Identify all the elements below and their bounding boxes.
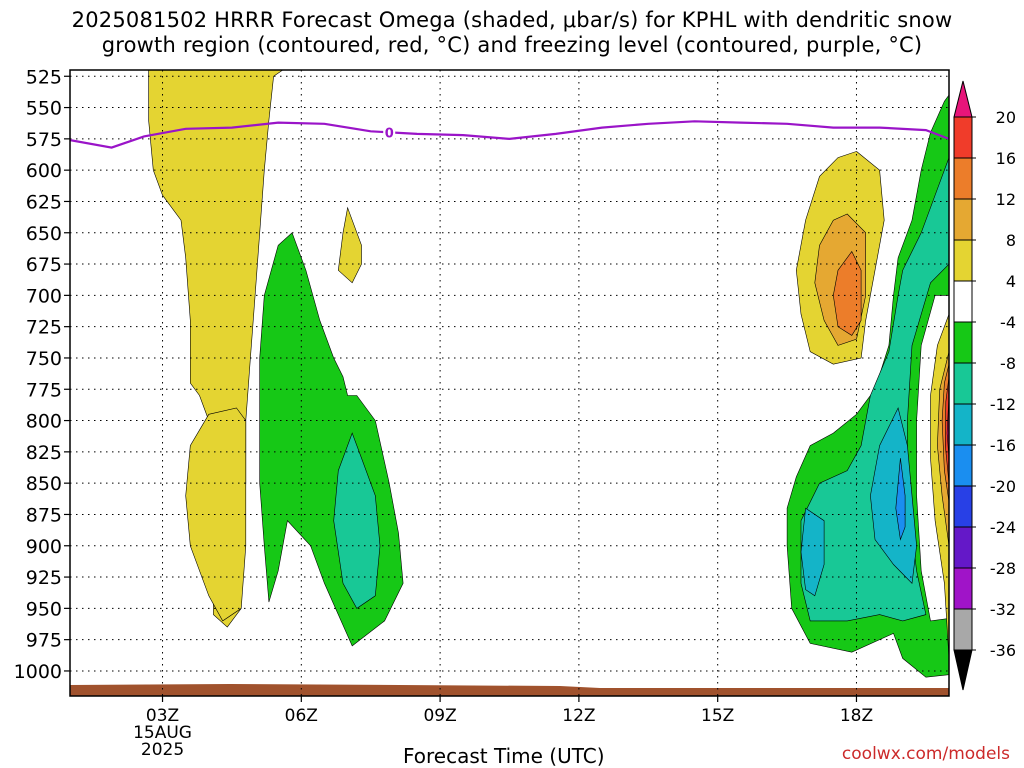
colorbar: 20 16 12 8 4 -4 -8 -12 -16 -20 -24 -28 -32 -36 (953, 80, 1016, 691)
colorbar-bin-5 (953, 280, 973, 323)
omega-region-4 (333, 432, 381, 609)
colorbar-bin-8 (953, 403, 973, 446)
x-axis-title: Forecast Time (UTC) (403, 744, 605, 768)
y-tick-label-975: 975 (26, 630, 62, 652)
colorbar-bin-4 (953, 239, 973, 282)
colorbar-label-6: -8 (1000, 354, 1016, 373)
x-tick-label-15Z: 15Z (701, 706, 734, 726)
y-tick-label-625: 625 (26, 191, 62, 213)
colorbar-bin-2 (953, 157, 973, 200)
y-tick-label-900: 900 (26, 536, 62, 558)
colorbar-label-8: -16 (990, 436, 1016, 455)
colorbar-label-1: 16 (996, 149, 1016, 168)
grid-layer (70, 70, 949, 696)
y-tick-label-650: 650 (26, 223, 62, 245)
colorbar-bin-9 (953, 444, 973, 487)
colorbar-label-9: -20 (990, 477, 1016, 496)
terrain-layer (70, 684, 949, 696)
omega-shading-layer (107, 70, 949, 678)
y-tick-label-600: 600 (26, 160, 62, 182)
colorbar-bin-13 (953, 608, 973, 651)
colorbar-label-0: 20 (996, 108, 1016, 127)
freezing-level-layer: 0 (70, 120, 949, 149)
colorbar-bottom-arrow (953, 649, 973, 691)
y-axis-pressure: 525 550 575 600 625 650 675 700 725 750 775 800 825 8… (14, 66, 70, 683)
colorbar-bin-10 (953, 485, 973, 528)
colorbar-label-4: 4 (1006, 272, 1016, 291)
y-tick-label-825: 825 (26, 442, 62, 464)
colorbar-bin-11 (953, 526, 973, 569)
chart-title-line-2: growth region (contoured, red, °C) and f… (101, 33, 923, 57)
y-tick-label-925: 925 (26, 567, 62, 589)
plot-frame (69, 69, 950, 697)
x-tick-label-18Z: 18Z (840, 706, 873, 726)
x-tick-year: 2025 (141, 740, 184, 760)
omega-region-1 (185, 407, 247, 622)
x-tick-label-06Z: 06Z (285, 706, 318, 726)
omega-region-7 (832, 250, 862, 336)
y-tick-label-750: 750 (26, 348, 62, 370)
x-tick-label-12Z: 12Z (562, 706, 595, 726)
y-tick-label-875: 875 (26, 504, 62, 526)
y-tick-label-950: 950 (26, 598, 62, 620)
y-tick-label-575: 575 (26, 129, 62, 151)
y-tick-label-550: 550 (26, 98, 62, 120)
terrain-strip (70, 684, 949, 696)
colorbar-bin-12 (953, 567, 973, 610)
y-tick-label-850: 850 (26, 473, 62, 495)
freezing-level-label-bg (383, 124, 396, 140)
colorbar-label-13: -36 (990, 641, 1016, 660)
colorbar-bin-3 (953, 198, 973, 241)
colorbar-top-arrow (953, 80, 973, 118)
colorbar-label-12: -32 (990, 600, 1016, 619)
x-tick-date: 15AUG (133, 723, 192, 743)
omega-region-2 (337, 206, 362, 284)
chart-title-line-1: 2025081502 HRRR Forecast Omega (shaded, … (71, 8, 953, 32)
y-tick-label-675: 675 (26, 254, 62, 276)
colorbar-label-3: 8 (1006, 231, 1016, 250)
colorbar-label-11: -28 (990, 559, 1016, 578)
colorbar-label-10: -24 (990, 518, 1016, 537)
y-tick-label-775: 775 (26, 379, 62, 401)
y-tick-label-525: 525 (26, 66, 62, 88)
colorbar-bin-1 (953, 116, 973, 159)
y-tick-label-800: 800 (26, 411, 62, 433)
freezing-level-label: 0 (385, 127, 394, 142)
source-credit[interactable]: coolwx.com/models (841, 744, 1010, 764)
colorbar-bin-7 (953, 362, 973, 405)
freezing-level-line (70, 120, 949, 149)
omega-region-11 (800, 507, 825, 597)
y-tick-label-700: 700 (26, 285, 62, 307)
colorbar-label-7: -12 (990, 395, 1016, 414)
omega-region-3 (259, 232, 404, 647)
colorbar-label-2: 12 (996, 190, 1016, 209)
omega-region-12 (895, 458, 906, 541)
x-tick-label-09Z: 09Z (423, 706, 456, 726)
y-tick-label-725: 725 (26, 317, 62, 339)
y-tick-label-1000: 1000 (14, 661, 62, 683)
colorbar-bin-6 (953, 321, 973, 364)
colorbar-label-5: -4 (1000, 313, 1016, 332)
x-tick-label-03Z: 03Z (146, 706, 179, 726)
